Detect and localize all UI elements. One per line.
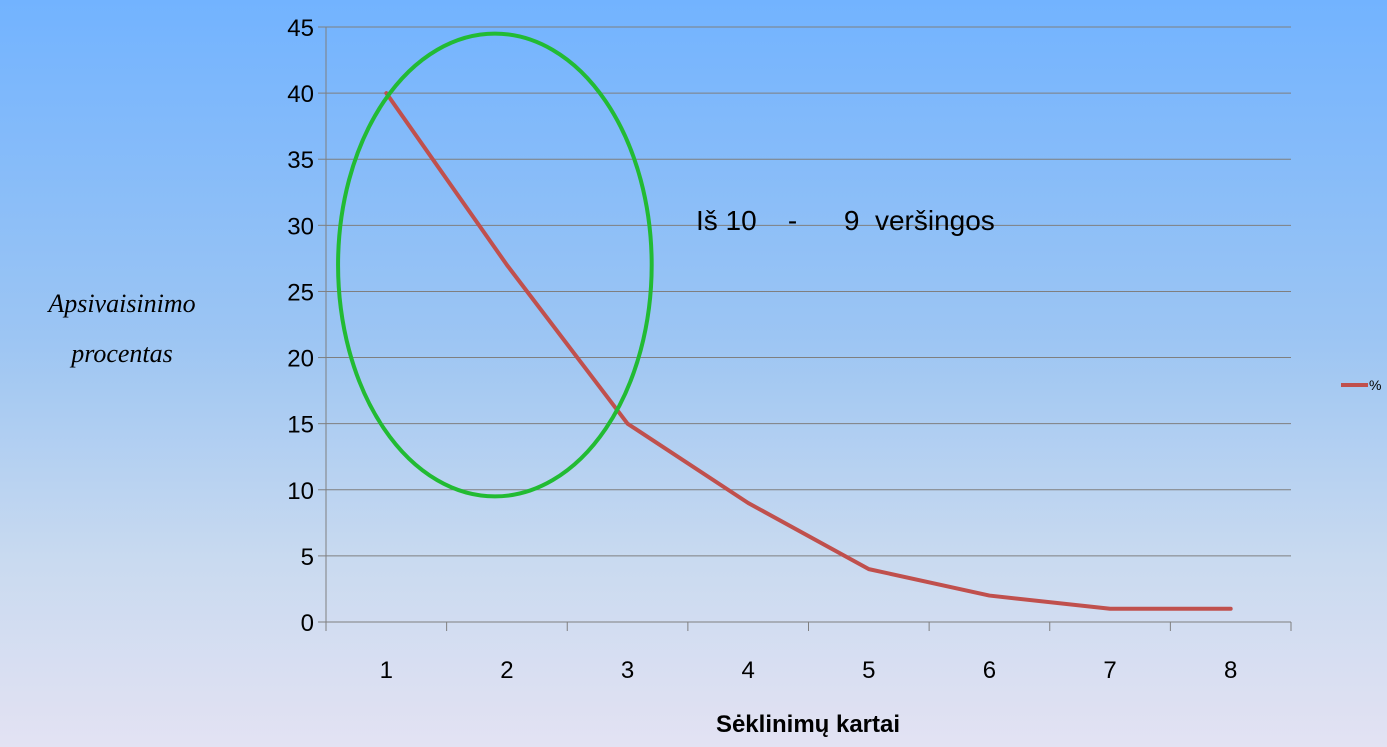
x-axis-label: Sėklinimų kartai: [716, 711, 900, 738]
gridlines: [326, 26, 1291, 557]
highlight-ellipse: [336, 31, 654, 499]
x-tick-label-8: 8: [1224, 657, 1237, 684]
y-tick-labels: 0 5 10 15 20 25 30 35 40 45: [287, 15, 314, 637]
legend: %: [1341, 377, 1381, 393]
x-tick-label-4: 4: [742, 657, 755, 684]
y-axis-label-line-1: Apsivaisinimo: [46, 289, 195, 318]
y-tick-label-35: 35: [287, 147, 314, 174]
x-tick-label-2: 2: [500, 657, 513, 684]
series-lines: [384, 91, 1233, 611]
x-tick-label-7: 7: [1103, 657, 1116, 684]
axes: [318, 26, 1292, 631]
y-tick-label-20: 20: [287, 346, 314, 373]
y-tick-label-15: 15: [287, 412, 314, 439]
y-axis-label-line-2: procentas: [69, 339, 173, 368]
x-tick-label-6: 6: [983, 657, 996, 684]
x-tick-label-1: 1: [380, 657, 393, 684]
x-tick-labels: 1 2 3 4 5 6 7 8: [380, 657, 1238, 684]
y-tick-label-45: 45: [287, 15, 314, 42]
y-tick-label-10: 10: [287, 478, 314, 505]
y-tick-label-30: 30: [287, 213, 314, 240]
highlight-ellipse-group: [336, 31, 654, 499]
x-tick-label-3: 3: [621, 657, 634, 684]
y-tick-label-25: 25: [287, 279, 314, 306]
legend-entry-series-1: %: [1369, 377, 1381, 393]
annotation-text: Iš 10 - 9 veršingos: [696, 205, 995, 236]
y-tick-label-5: 5: [301, 544, 314, 571]
y-tick-label-40: 40: [287, 81, 314, 108]
x-tick-label-5: 5: [862, 657, 875, 684]
y-tick-label-0: 0: [301, 610, 314, 637]
series-line-1: [384, 91, 1233, 611]
